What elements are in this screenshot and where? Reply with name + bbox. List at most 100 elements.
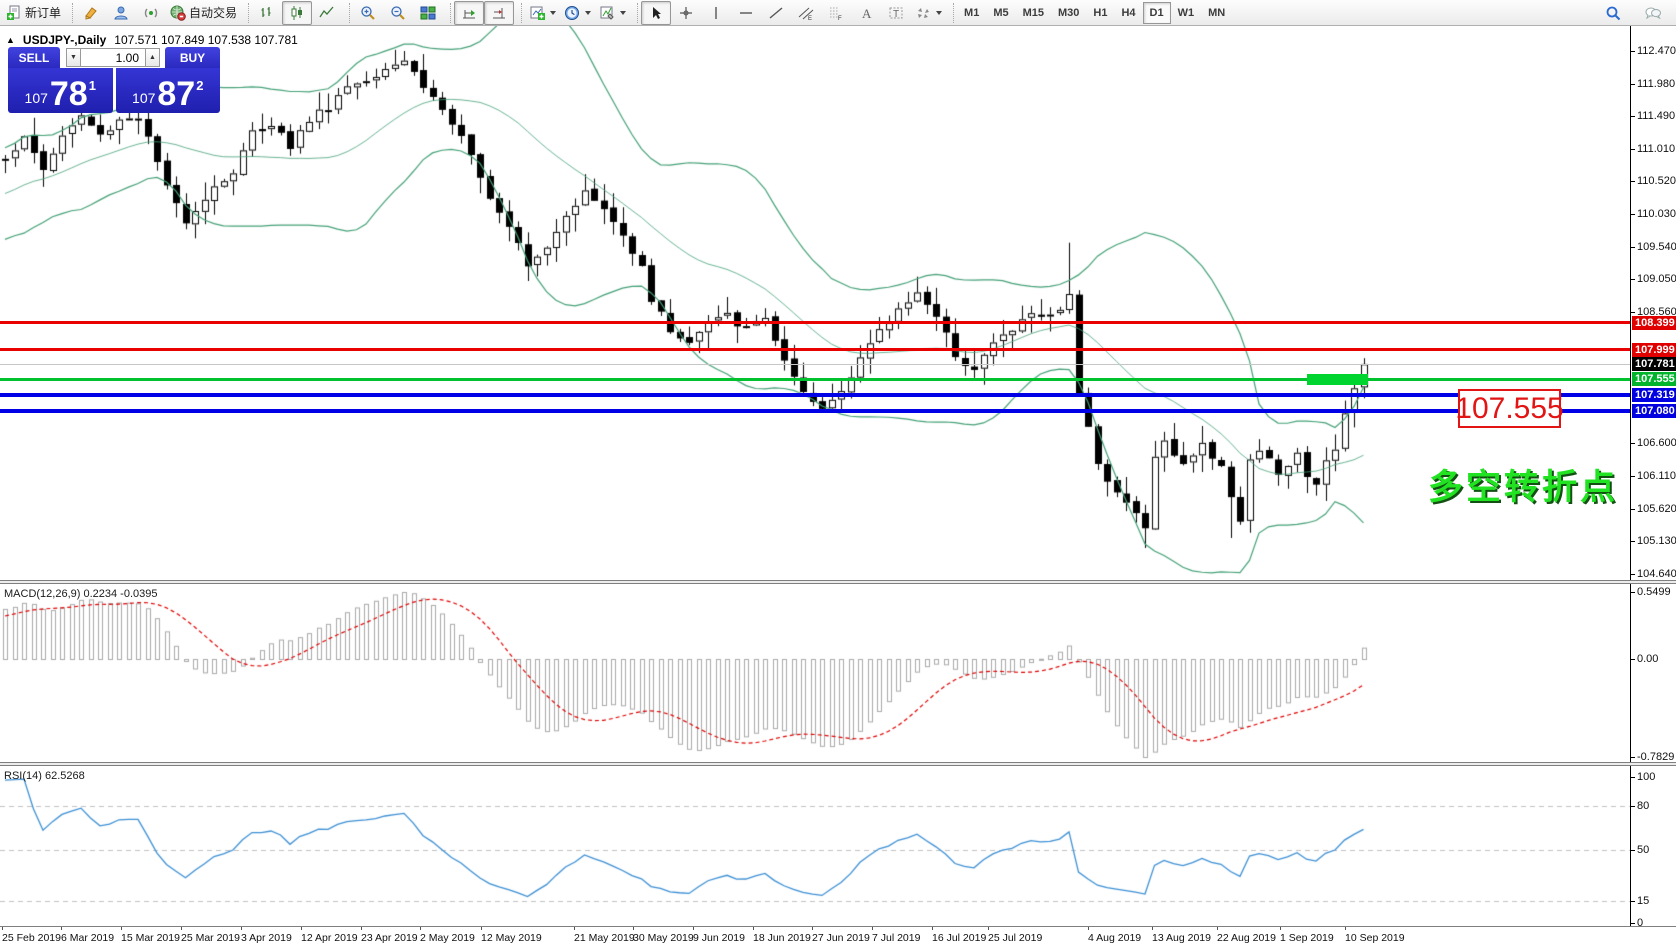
- price-axis[interactable]: 112.470 111.980 111.490 111.010 110.520 110.0…: [1630, 26, 1676, 580]
- timeframe-m5[interactable]: M5: [993, 6, 1009, 19]
- horizontal-line-object[interactable]: [0, 393, 1630, 398]
- volume-input[interactable]: 1.00: [81, 48, 145, 67]
- turning-point-annotation[interactable]: 多空转折点: [1428, 468, 1619, 507]
- text-button[interactable]: A: [851, 1, 881, 25]
- date-tick-label: 13 Aug 2019: [1152, 932, 1211, 944]
- timeframe-w1[interactable]: W1: [1177, 6, 1195, 19]
- timeframe-m15[interactable]: M15: [1022, 6, 1044, 19]
- crosshair-button[interactable]: [671, 1, 701, 25]
- search-button[interactable]: [1598, 1, 1628, 25]
- candlestick-button[interactable]: [282, 0, 313, 25]
- horizontal-line-object[interactable]: [0, 348, 1630, 352]
- periods-button[interactable]: [560, 1, 595, 25]
- price-tick-label: 106.110: [1637, 469, 1676, 482]
- search-icon: [1605, 5, 1621, 21]
- macd-axis[interactable]: 0.5499 0.00 -0.7829: [1630, 584, 1676, 763]
- price-annotation-107555[interactable]: 107.555: [1455, 389, 1564, 428]
- pane-splitter[interactable]: [0, 580, 1676, 584]
- rsi-axis[interactable]: 100 80 50 15 0: [1630, 766, 1676, 929]
- horizontal-line-button[interactable]: [731, 1, 761, 25]
- text-icon: A: [858, 5, 874, 21]
- symbol-period-label: USDJPY-,Daily: [22, 33, 107, 47]
- trendline-button[interactable]: [761, 1, 791, 25]
- zoom-out-button[interactable]: [383, 1, 413, 25]
- axis-tick: [1631, 659, 1635, 660]
- date-axis[interactable]: 25 Feb 2019 6 Mar 2019 15 Mar 2019 25 Mar 2…: [0, 926, 1676, 946]
- price-level-label: 107.080: [1632, 404, 1676, 419]
- timeframe-m30[interactable]: M30: [1058, 6, 1080, 19]
- indicators-icon: [529, 5, 546, 21]
- rsi-chart[interactable]: [0, 766, 1630, 926]
- auto-scroll-button[interactable]: [454, 0, 485, 25]
- date-tick-label: 18 Jun 2019: [753, 932, 811, 944]
- macd-tick-label: 0.5499: [1637, 586, 1671, 598]
- timeframe-h1[interactable]: H1: [1093, 6, 1108, 19]
- axis-tick: [1631, 116, 1635, 118]
- macd-chart[interactable]: [0, 584, 1630, 762]
- volume-up-button[interactable]: ▲: [145, 48, 160, 67]
- vertical-line-button[interactable]: [701, 1, 731, 25]
- signals-button[interactable]: [136, 1, 166, 25]
- axis-tick: [1631, 757, 1635, 758]
- date-tick: [181, 927, 182, 930]
- chart-shift-button[interactable]: [484, 0, 515, 25]
- horizontal-line-object[interactable]: [0, 409, 1630, 414]
- profiles-button[interactable]: [106, 1, 136, 25]
- toolbar-group: [353, 1, 443, 25]
- dropdown-arrow-icon[interactable]: [620, 10, 627, 15]
- fibonacci-button[interactable]: F: [821, 1, 851, 25]
- price-tick-label: 108.560: [1637, 306, 1676, 319]
- horizontal-line-object[interactable]: [0, 363, 1630, 365]
- price-tick-label: 111.490: [1637, 110, 1676, 123]
- arrows-button[interactable]: [911, 1, 946, 25]
- horizontal-line-object[interactable]: [0, 377, 1630, 381]
- timeframe-h4[interactable]: H4: [1121, 6, 1136, 19]
- line-chart-button[interactable]: [312, 1, 342, 25]
- buy-price-display[interactable]: 107 87 2: [115, 68, 220, 113]
- bar-chart-button[interactable]: [252, 1, 282, 25]
- sell-price-display[interactable]: 107 78 1: [8, 68, 113, 113]
- tile-windows-button[interactable]: [413, 1, 443, 25]
- timeframe-mn[interactable]: MN: [1208, 6, 1226, 19]
- new-order-button[interactable]: 新订单: [2, 1, 65, 25]
- timeframe-d1[interactable]: D1: [1142, 1, 1171, 24]
- dropdown-arrow-icon[interactable]: [550, 10, 557, 15]
- main-toolbar: 新订单 自动交易 E F A T M1 M5 M15 M30 H1 H4 D1 W1 MN: [0, 0, 1676, 26]
- templates-button[interactable]: [595, 1, 630, 25]
- dropdown-arrow-icon[interactable]: [585, 10, 592, 15]
- svg-text:A: A: [862, 6, 872, 21]
- timeframe-m1[interactable]: M1: [964, 6, 980, 19]
- price-tick-label: 109.540: [1637, 240, 1676, 253]
- chat-button[interactable]: [1638, 1, 1668, 25]
- trendline-segment-object[interactable]: [1307, 373, 1368, 385]
- cursor-button[interactable]: [641, 0, 672, 25]
- indicators-button[interactable]: [525, 1, 560, 25]
- date-tick-label: 21 May 2019: [574, 932, 635, 944]
- zoom-in-button[interactable]: [353, 1, 383, 25]
- date-tick-label: 1 Sep 2019: [1280, 932, 1334, 944]
- dropdown-arrow-icon[interactable]: [936, 10, 943, 15]
- date-tick: [1088, 927, 1089, 930]
- autotrading-button[interactable]: 自动交易: [166, 1, 241, 25]
- candlestick-chart[interactable]: [0, 26, 1630, 580]
- text-label-button[interactable]: T: [881, 1, 911, 25]
- equidistant-channel-button[interactable]: E: [791, 1, 821, 25]
- highlighter-button[interactable]: [76, 1, 106, 25]
- buy-button[interactable]: BUY: [165, 47, 220, 68]
- toolbar-separator: [345, 2, 351, 23]
- chart-title: ▲ USDJPY-,Daily 107.571 107.849 107.538 …: [6, 33, 298, 47]
- collapse-arrow-icon[interactable]: ▲: [6, 35, 15, 45]
- toolbar-separator: [517, 2, 523, 23]
- volume-down-button[interactable]: ▼: [66, 48, 81, 67]
- pane-splitter[interactable]: [0, 762, 1676, 766]
- sell-button[interactable]: SELL: [8, 47, 60, 68]
- horizontal-line-object[interactable]: [0, 321, 1630, 325]
- macd-tick-label: -0.7829: [1637, 751, 1675, 763]
- date-tick-label: 6 Mar 2019: [61, 932, 115, 944]
- templates-icon: [599, 5, 615, 21]
- axis-tick: [1631, 541, 1635, 543]
- macd-tick-label: 0.00: [1637, 653, 1659, 665]
- axis-tick: [1631, 279, 1635, 281]
- price-tick-label: 112.470: [1637, 45, 1676, 57]
